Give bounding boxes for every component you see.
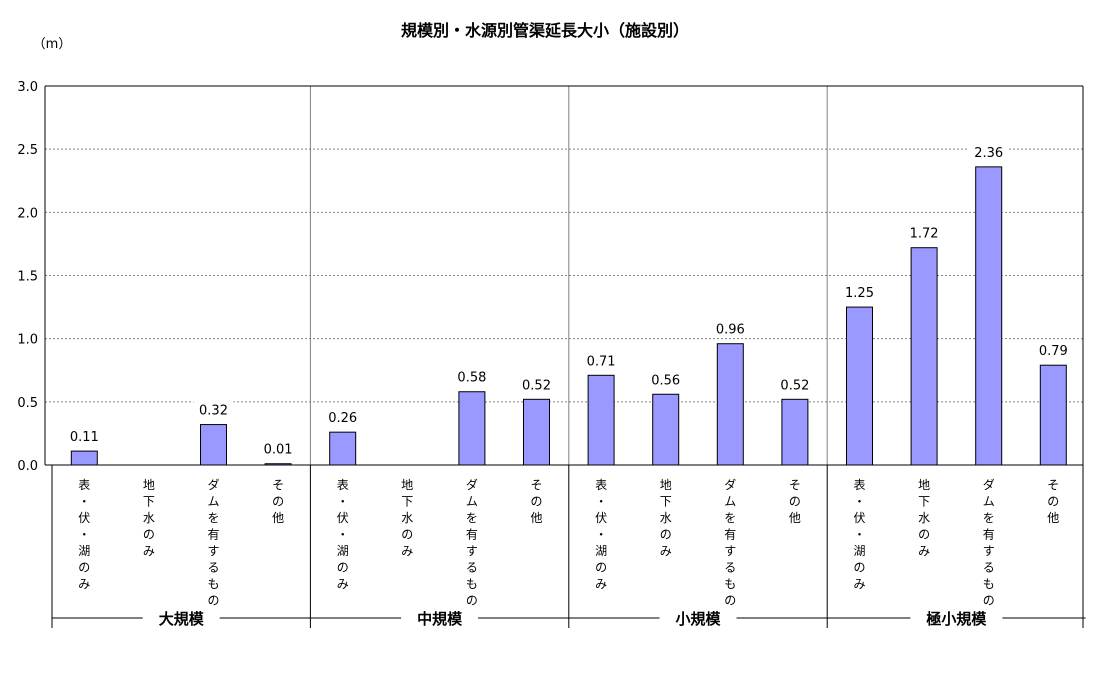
y-tick-label: 3.0	[17, 80, 38, 95]
data-label-background	[645, 369, 686, 389]
data-label: 0.79	[1039, 344, 1068, 359]
bar	[329, 431, 357, 466]
category-label: ダムを有するもの	[207, 477, 219, 608]
bar	[846, 306, 873, 466]
bar	[975, 166, 1003, 466]
y-tick-label: 0.5	[17, 396, 38, 411]
category-label: その他	[272, 478, 284, 525]
data-label-background	[258, 438, 299, 458]
bar	[70, 450, 98, 466]
category-label: 表・伏・湖のみ	[337, 478, 349, 591]
bars	[70, 166, 1067, 466]
data-label-background	[581, 350, 622, 370]
category-label: その他	[530, 478, 542, 525]
data-label: 0.71	[587, 354, 616, 369]
data-label: 0.26	[328, 411, 357, 426]
data-label: 0.52	[780, 378, 809, 393]
category-labels: 表・伏・湖のみ 地下水のみ ダムを有するもの その他 表・伏・湖のみ 地下水のみ ダムを有す…	[78, 477, 1059, 608]
category-label: 表・伏・湖のみ	[595, 478, 607, 591]
data-label-background	[839, 282, 880, 302]
bar	[1039, 364, 1067, 466]
data-label: 0.11	[70, 430, 99, 445]
data-label-background	[904, 222, 945, 242]
bar	[716, 343, 744, 466]
data-label-background	[516, 374, 557, 394]
data-label-background	[451, 366, 492, 386]
data-label-background	[64, 426, 105, 446]
category-label: その他	[789, 478, 801, 525]
bar	[523, 398, 550, 466]
category-label: ダムを有するもの	[724, 477, 736, 608]
data-label-background	[1033, 340, 1074, 360]
category-label: 表・伏・湖のみ	[853, 478, 865, 591]
y-tick-label: 1.0	[17, 333, 38, 348]
category-label: その他	[1047, 478, 1059, 525]
y-tick-label: 1.5	[17, 270, 38, 285]
data-label-background	[774, 374, 815, 394]
category-label: ダムを有するもの	[983, 477, 995, 608]
category-label: 地下水のみ	[660, 478, 672, 558]
data-label: 2.36	[974, 146, 1003, 161]
y-axis-unit-label: （m）	[33, 37, 72, 52]
data-label: 0.58	[457, 371, 486, 386]
data-label-background	[710, 318, 751, 338]
bar	[910, 247, 938, 466]
chart-title: 規模別・水源別管渠延長大小（施設別）	[401, 21, 689, 40]
category-label: 地下水のみ	[401, 478, 413, 558]
category-label: 地下水のみ	[918, 478, 930, 558]
y-tick-label: 2.0	[17, 206, 38, 221]
group-label: 中規模	[417, 610, 463, 628]
data-label: 0.01	[264, 443, 293, 458]
y-tick-label: 2.5	[17, 143, 38, 158]
group-label: 小規模	[675, 610, 721, 628]
data-label-background	[968, 141, 1009, 161]
group-labels: 大規模 中規模 小規模 極小規模	[52, 610, 1086, 628]
bar	[781, 398, 809, 466]
group-label: 極小規模	[925, 610, 987, 628]
data-label: 1.72	[910, 227, 939, 242]
bar	[200, 424, 227, 466]
category-label: 地下水のみ	[143, 478, 155, 558]
bar	[587, 374, 615, 466]
y-tick-label: 0.0	[17, 459, 38, 474]
data-label-background	[322, 407, 363, 427]
data-label: 0.32	[199, 404, 228, 419]
y-axis-tick-labels: 0.0 0.5 1.0 1.5 2.0 2.5 3.0	[17, 80, 38, 474]
bar	[652, 393, 680, 466]
bar	[458, 391, 486, 466]
data-label: 0.52	[522, 378, 551, 393]
data-label: 0.96	[716, 323, 745, 338]
group-label: 大規模	[159, 610, 205, 628]
data-labels: 0.11 0.32 0.01 0.26 0.58 0.52 0.71 0.56 0.96 0.52…	[64, 141, 1074, 458]
bar	[264, 463, 292, 466]
data-label-background	[193, 399, 234, 419]
category-label: 表・伏・湖のみ	[78, 478, 90, 591]
category-label: ダムを有するもの	[466, 477, 478, 608]
data-label: 0.56	[651, 373, 680, 388]
data-label: 1.25	[845, 286, 874, 301]
